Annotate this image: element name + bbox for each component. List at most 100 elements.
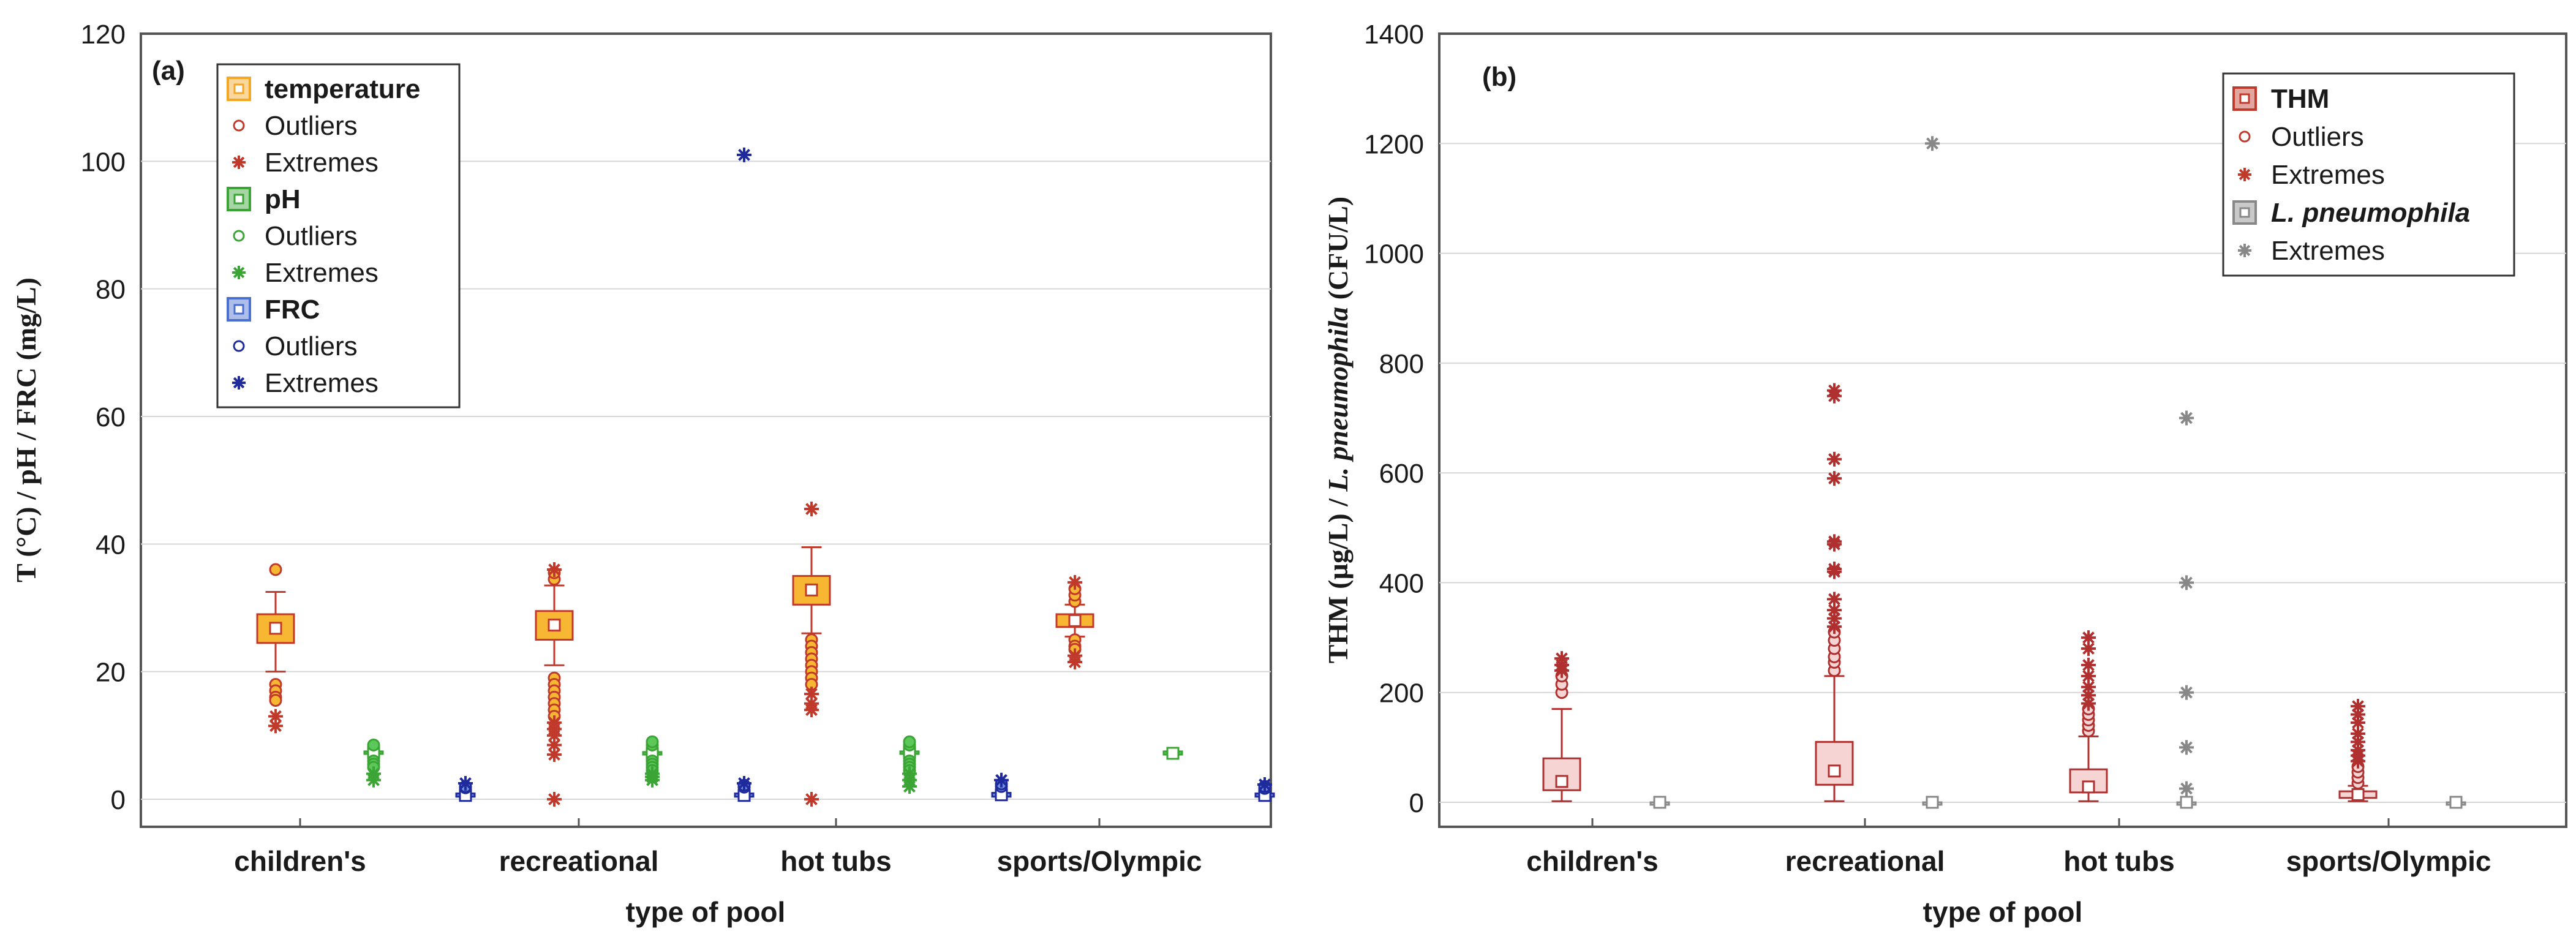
extreme-point xyxy=(1827,383,1842,398)
panel-a-legend-entry: pH xyxy=(227,184,301,214)
extreme-point xyxy=(366,772,381,788)
panel-b-x-axis-label: type of pool xyxy=(1923,896,2083,928)
panel-a-legend-label: FRC xyxy=(265,295,320,325)
panel-a-x-tick-label: children's xyxy=(234,845,366,877)
panel-b-legend-entry: THM xyxy=(2232,84,2329,114)
extreme-point xyxy=(1827,603,1842,618)
legend-outlier-icon xyxy=(233,230,245,242)
panel-b-marks xyxy=(1542,136,2466,809)
legend-extreme-icon xyxy=(2238,168,2251,181)
panel-a-y-tick-label: 80 xyxy=(96,275,126,305)
median-marker xyxy=(805,583,818,597)
panel-a-frc-box-2 xyxy=(991,772,1012,802)
panel-b-legend: THM Outliers Extremes L. pneumophila Extreme… xyxy=(2222,72,2515,277)
panel-a-temperature-box-2 xyxy=(792,502,831,807)
panel-a-ph-box-1 xyxy=(642,735,663,788)
panel-a-legend-label: temperature xyxy=(265,74,420,104)
panel-b-y-tick-label: 800 xyxy=(1379,349,1424,379)
panel-b-y-tick-label: 200 xyxy=(1379,679,1424,709)
extreme-point xyxy=(2351,726,2365,741)
extreme-point xyxy=(2179,410,2194,426)
panel-a-legend-entry: Extremes xyxy=(232,368,378,398)
panel-b-legend-label: Extremes xyxy=(2271,236,2385,266)
extreme-point xyxy=(268,709,283,724)
panel-b-l-pneumophila-box-2 xyxy=(2176,410,2197,809)
extreme-point xyxy=(1827,451,1842,467)
panel-b-legend-entry: Extremes xyxy=(2238,236,2385,266)
panel-a-x-tick-label: sports/Olympic xyxy=(997,845,1202,877)
panel-a-legend-label: Extremes xyxy=(265,258,378,288)
extreme-point xyxy=(2351,699,2365,714)
extreme-point xyxy=(804,687,819,702)
extreme-point xyxy=(2351,742,2365,758)
panel-a-legend-label: Outliers xyxy=(265,221,358,251)
extreme-point xyxy=(1827,534,1842,549)
panel-b-l-pneumophila-box-0 xyxy=(1649,796,1670,809)
panel-a-label: (a) xyxy=(152,56,185,86)
panel-a-temperature-box-1 xyxy=(535,562,574,807)
panel-a-x-tick-label: recreational xyxy=(499,845,659,877)
extreme-point xyxy=(804,792,819,807)
extreme-point xyxy=(2351,734,2365,750)
extreme-point xyxy=(1925,136,1940,151)
extreme-point xyxy=(994,772,1009,788)
panel-a-x-ticks: children's recreational hot tubs sports/Oly… xyxy=(234,818,1202,877)
panel-a-x-axis-label: type of pool xyxy=(626,896,786,928)
panel-a-frc-box-0 xyxy=(455,775,476,802)
legend-extreme-icon xyxy=(232,266,246,279)
panel-a-legend-label: Outliers xyxy=(265,111,358,141)
panel-b-legend-entry: Extremes xyxy=(2238,160,2385,190)
extreme-point xyxy=(2081,657,2096,672)
panel-b-y-tick-label: 1200 xyxy=(1364,129,1424,159)
extreme-point xyxy=(1068,655,1082,670)
median-marker xyxy=(2180,796,2193,809)
panel-a-y-tick-label: 0 xyxy=(111,785,126,815)
legend-median-icon xyxy=(233,304,244,315)
extreme-point xyxy=(2081,630,2096,646)
legend-extreme-icon xyxy=(232,376,246,390)
panel-a-y-tick-label: 40 xyxy=(96,530,126,560)
panel-b-thm-box-2 xyxy=(2069,630,2108,802)
median-marker xyxy=(1166,747,1180,760)
panel-b-x-ticks: children's recreational hot tubs sports/Oly… xyxy=(1526,818,2491,877)
panel-b-y-label-part-2: L. pneumophila xyxy=(1322,307,1354,492)
legend-median-icon xyxy=(2239,207,2250,218)
outlier-point xyxy=(903,735,916,748)
extreme-point xyxy=(645,772,660,788)
panel-b-x-tick-label: children's xyxy=(1526,845,1658,877)
median-marker xyxy=(1828,764,1841,778)
panel-a-ph-box-0 xyxy=(363,738,384,788)
panel-a-legend-label: Extremes xyxy=(265,148,378,178)
extreme-point xyxy=(2081,641,2096,656)
extreme-point xyxy=(1554,651,1569,666)
outlier-point xyxy=(269,694,282,707)
extreme-point xyxy=(547,737,562,753)
panel-b-chart: 0 200 400 600 800 1000 1200 1400 children's recr… xyxy=(1322,20,2567,928)
panel-a-legend-entry: Outliers xyxy=(233,111,358,141)
panel-b-label: (b) xyxy=(1482,62,1516,92)
panel-a-x-tick-label: hot tubs xyxy=(780,845,891,877)
panel-a-temperature-box-3 xyxy=(1055,574,1094,670)
extreme-point xyxy=(1827,592,1842,607)
panel-b-y-axis-label: THM (µg/L) / L. pneumophila (CFU/L) xyxy=(1322,197,1354,664)
legend-box-icon xyxy=(2232,86,2257,111)
extreme-point xyxy=(2351,715,2365,731)
panel-b-x-tick-label: recreational xyxy=(1785,845,1945,877)
panel-b-y-tick-label: 400 xyxy=(1379,568,1424,598)
legend-outlier-icon xyxy=(233,340,245,352)
legend-median-icon xyxy=(233,83,244,94)
panel-a-frc-box-3 xyxy=(1254,777,1275,802)
median-marker xyxy=(2082,780,2095,794)
panel-b-legend-label: Outliers xyxy=(2271,122,2364,152)
extreme-point xyxy=(737,775,751,791)
extreme-point xyxy=(2179,781,2194,796)
extreme-point xyxy=(2179,685,2194,700)
panel-a-legend-entry: FRC xyxy=(227,295,320,325)
extreme-point xyxy=(1257,777,1272,793)
extreme-point xyxy=(547,747,562,762)
median-marker xyxy=(2449,796,2463,809)
panel-a-legend-label: Extremes xyxy=(265,368,378,398)
panel-b-legend-label: Extremes xyxy=(2271,160,2385,190)
panel-b-x-tick-label: hot tubs xyxy=(2063,845,2174,877)
extreme-point xyxy=(804,702,819,718)
